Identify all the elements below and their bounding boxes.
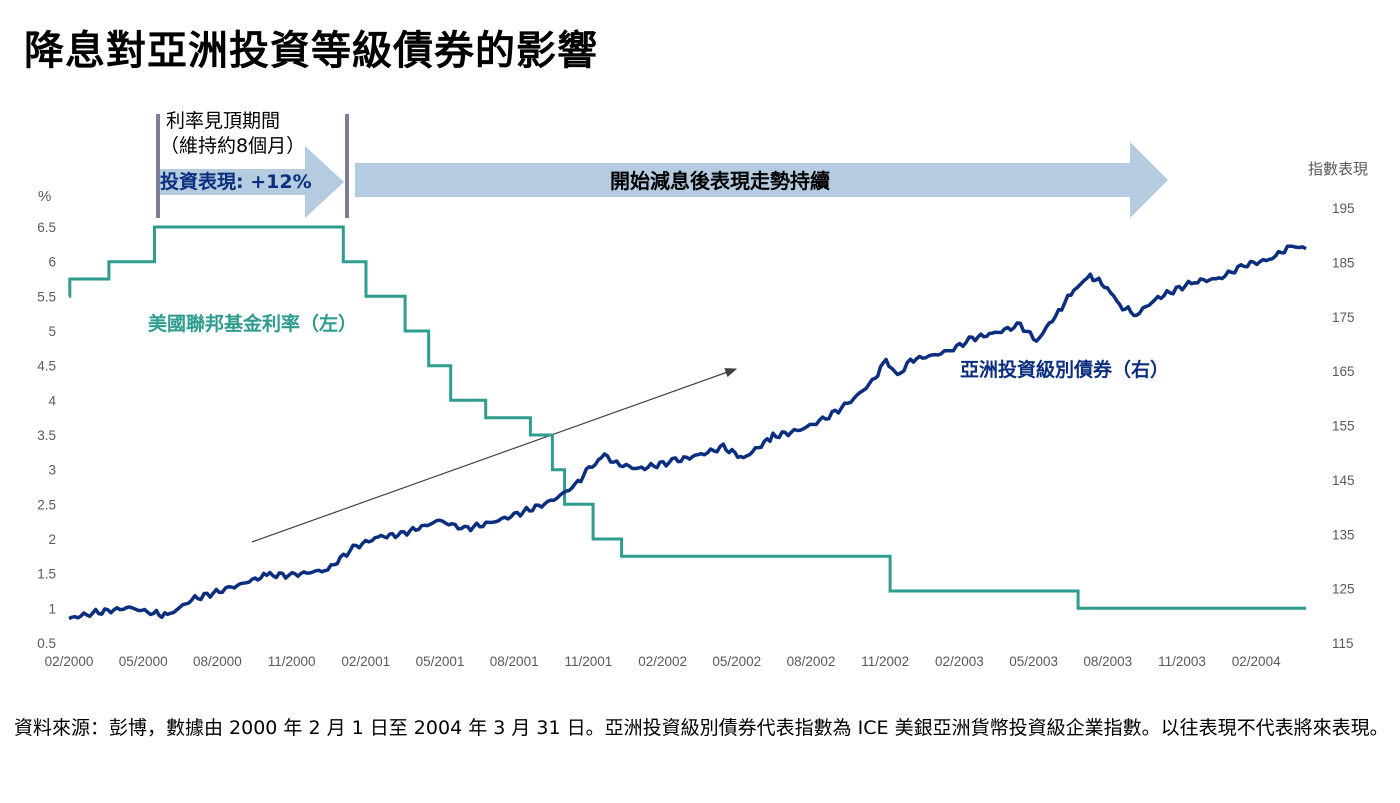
fed-rate-series-label: 美國聯邦基金利率（左） [148,312,357,335]
after-cut-label: 開始減息後表現走勢持續 [610,169,830,193]
chart: 0.5 1 1.5 2 2.5 3 3.5 4 4.5 5 5.5 6 6.5 115 125 135 145… [37,110,1368,669]
left-axis-tick-label: 4 [48,393,56,408]
x-axis-tick-label: 08/2003 [1083,654,1132,669]
peak-period-label-line1: 利率見頂期間 [166,110,280,132]
x-axis-tick-label: 08/2000 [193,654,242,669]
x-axis-tick-label: 05/2003 [1009,654,1058,669]
left-axis-tick-label: 5 [48,324,56,339]
right-axis-tick-label: 175 [1332,310,1355,325]
x-axis-tick-label: 02/2004 [1232,654,1281,669]
asia-ig-series-label: 亞洲投資級別債券（右） [960,358,1169,381]
right-axis-tick-label: 165 [1332,364,1355,379]
left-axis-tick-label: 1.5 [37,567,56,582]
right-axis-tick-label: 135 [1332,527,1355,542]
right-axis: 115 125 135 145 155 165 175 185 195 [1332,201,1355,651]
right-axis-unit-label: 指數表現 [1308,161,1368,178]
x-axis-tick-label: 11/2000 [268,654,316,669]
left-axis-tick-label: 0.5 [37,636,56,651]
left-axis-tick-label: 5.5 [37,289,56,304]
left-axis-tick-label: 6.5 [37,220,56,235]
right-axis-tick-label: 115 [1332,636,1354,651]
source-note: 資料來源：彭博，數據由 2000 年 2 月 1 日至 2004 年 3 月 3… [14,717,1389,739]
left-axis: 0.5 1 1.5 2 2.5 3 3.5 4 4.5 5 5.5 6 6.5 [37,220,56,651]
after-cut-arrow [355,142,1168,218]
x-axis-tick-label: 05/2000 [119,654,168,669]
peak-period-arrow [158,146,344,218]
fed-rate-series-line [68,225,1306,610]
x-axis-tick-label: 05/2002 [712,654,761,669]
right-axis-tick-label: 155 [1332,419,1355,434]
x-axis-tick-label: 02/2003 [935,654,984,669]
x-axis-tick-label: 11/2003 [1158,654,1206,669]
x-axis-tick-label: 02/2002 [638,654,687,669]
left-axis-tick-label: 6 [48,255,56,270]
x-axis-tick-label: 02/2000 [45,654,94,669]
x-axis-tick-label: 02/2001 [341,654,390,669]
asia-ig-series-line [68,244,1307,621]
x-axis-tick-label: 11/2002 [861,654,909,669]
left-axis-tick-label: 4.5 [37,359,56,374]
trend-arrow [251,368,738,543]
x-axis-tick-label: 08/2001 [490,654,539,669]
x-axis-tick-label: 08/2002 [787,654,836,669]
left-axis-tick-label: 2.5 [37,497,56,512]
peak-period-label-line2: （維持約8個月） [160,135,305,157]
peak-return-label: 投資表現: +12% [160,170,312,193]
right-axis-tick-label: 145 [1332,473,1355,488]
left-axis-tick-label: 1 [48,601,56,616]
x-axis-tick-label: 05/2001 [416,654,465,669]
page-title: 降息對亞洲投資等級債券的影響 [24,28,598,74]
x-axis: 02/2000 05/2000 08/2000 11/2000 02/2001 05/20… [45,654,1281,669]
left-axis-unit-label: % [38,188,51,205]
left-axis-tick-label: 3.5 [37,428,56,443]
x-axis-tick-label: 11/2001 [564,654,612,669]
left-axis-tick-label: 2 [48,532,56,547]
left-axis-tick-label: 3 [48,463,56,478]
right-axis-tick-label: 185 [1332,255,1355,270]
right-axis-tick-label: 125 [1332,582,1355,597]
right-axis-tick-label: 195 [1332,201,1355,216]
